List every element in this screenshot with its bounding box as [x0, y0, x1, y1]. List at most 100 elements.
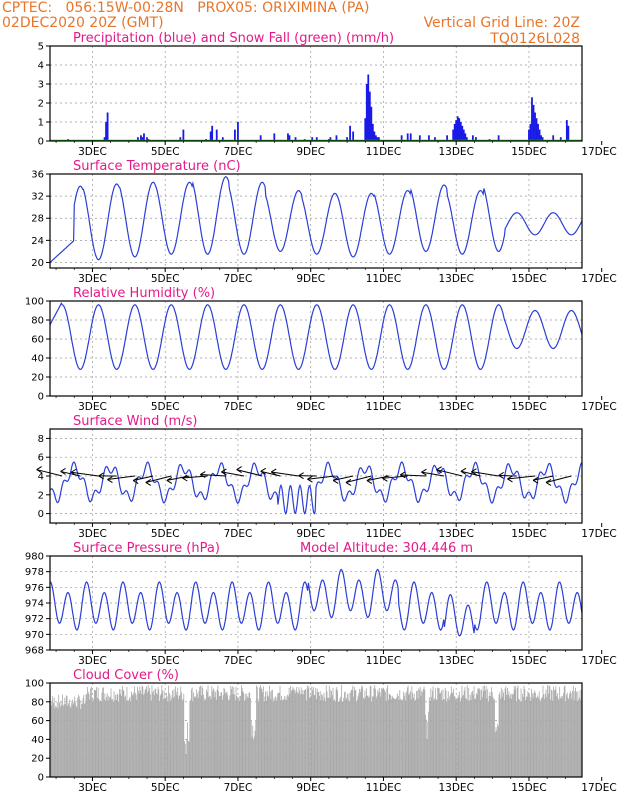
press-ytick: 970 — [25, 630, 44, 641]
wind-xtick: 15DEC — [511, 528, 546, 540]
precip-bar — [567, 125, 570, 141]
precip-bar — [552, 135, 555, 141]
rh-xtick: 7DEC — [224, 401, 253, 413]
wind-arrow — [200, 474, 226, 477]
precip-bar — [461, 125, 464, 141]
precip-bar — [215, 129, 218, 141]
precip-title: Precipitation (blue) and Snow Fall (gree… — [73, 31, 394, 46]
press-xtick: 9DEC — [296, 655, 325, 667]
precip-bar — [335, 135, 338, 141]
temp-ytick: 20 — [31, 258, 44, 269]
precip-xtick: 7DEC — [224, 146, 253, 158]
precip-bar — [378, 137, 380, 141]
precip-xtick: 5DEC — [151, 146, 180, 158]
wind-xtick: 9DEC — [296, 528, 325, 540]
press-xtick: 11DEC — [366, 655, 401, 667]
press-frame — [49, 555, 583, 651]
precip-bar — [565, 120, 568, 141]
wind-xtick: 5DEC — [151, 528, 180, 540]
temp-xtick: 3DEC — [78, 273, 107, 285]
temp-xtick: 7DEC — [224, 273, 253, 285]
precip-bar — [453, 123, 456, 141]
wind-frame — [49, 428, 583, 524]
precip-bar — [329, 137, 332, 141]
precip-bar — [368, 91, 371, 141]
precip-ytick: 2 — [38, 99, 44, 110]
precip-bar — [364, 118, 367, 141]
precip-bar — [141, 137, 144, 141]
precip-bar — [537, 123, 539, 141]
press-series-line — [49, 568, 583, 637]
rh-xtick: 15DEC — [511, 401, 546, 413]
wind-arrow — [460, 470, 481, 477]
precip-ytick: 0 — [38, 137, 44, 148]
cloud-xtick: 5DEC — [151, 782, 180, 794]
precip-xtick: 9DEC — [296, 146, 325, 158]
press-ytick: 968 — [25, 646, 44, 657]
temp-xtick: 9DEC — [296, 273, 325, 285]
wind-series-line — [49, 461, 583, 515]
press-xtick: 5DEC — [151, 655, 180, 667]
precip-bar — [137, 137, 139, 141]
cloud-ytick: 60 — [31, 716, 44, 727]
precip-bar — [428, 135, 430, 141]
precip-xtick: 3DEC — [78, 146, 107, 158]
precip-ytick: 1 — [38, 118, 44, 129]
cloud-xtick: 15DEC — [511, 782, 546, 794]
precip-bar — [464, 133, 467, 141]
press-ytick: 978 — [25, 567, 44, 578]
cloud-ytick: 80 — [31, 697, 44, 708]
precip-bar — [462, 129, 465, 141]
precip-bar — [352, 131, 355, 141]
precip-bar — [146, 137, 148, 141]
precip-bar — [105, 122, 107, 141]
wind-arrow — [471, 471, 499, 477]
chart-header: CPTEC: 056:15W-00:28N PROX05: ORIXIMINA … — [0, 0, 618, 50]
wind-xtick: 7DEC — [224, 528, 253, 540]
rh-ytick: 0 — [38, 392, 44, 403]
rh-title: Relative Humidity (%) — [73, 286, 215, 301]
precip-bar — [455, 120, 458, 141]
wind-arrow — [71, 471, 99, 477]
wind-arrow — [333, 475, 354, 481]
wind-ytick: 8 — [38, 434, 44, 445]
wind-arrow — [166, 475, 190, 481]
temp-series-line — [49, 176, 583, 263]
precip-ytick: 3 — [38, 80, 44, 91]
precip-bar — [452, 129, 455, 141]
temp-xtick: 15DEC — [511, 273, 546, 285]
precip-bar — [528, 129, 530, 141]
rh-ytick: 100 — [25, 297, 44, 308]
cloud-xtick: 11DEC — [366, 782, 401, 794]
wind-ytick: 2 — [38, 490, 44, 501]
cloud-frame — [49, 682, 583, 778]
precip-bar — [179, 137, 182, 141]
rh-xtick: 13DEC — [438, 401, 473, 413]
wind-arrow — [421, 471, 445, 477]
precip-bar — [406, 133, 409, 141]
precip-bar — [374, 135, 377, 141]
precip-bar — [211, 125, 214, 141]
press-xtick: 17DEC — [581, 655, 616, 667]
wind-arrow — [36, 469, 63, 477]
temp-xtick: 17DEC — [581, 273, 616, 285]
precip-bar — [531, 97, 533, 141]
precip-xtick: 13DEC — [438, 146, 473, 158]
cloud-xtick: 17DEC — [581, 782, 616, 794]
press-ytick: 976 — [25, 583, 44, 594]
wind-arrow — [507, 475, 536, 480]
wind-arrow — [107, 475, 135, 481]
precip-xtick: 17DEC — [581, 146, 616, 158]
model-id: TQ0126L028 — [490, 31, 580, 47]
wind-arrow — [545, 475, 572, 483]
precip-bar — [409, 133, 412, 141]
rh-ytick: 60 — [31, 335, 44, 346]
precip-bar — [367, 74, 370, 141]
temp-title: Surface Temperature (nC) — [73, 159, 241, 174]
press-xtick: 15DEC — [511, 655, 546, 667]
wind-ytick: 0 — [38, 509, 44, 520]
precip-bar — [182, 129, 185, 141]
cloud-xtick: 3DEC — [78, 782, 107, 794]
precip-bar — [456, 116, 459, 141]
wind-xtick: 11DEC — [366, 528, 401, 540]
